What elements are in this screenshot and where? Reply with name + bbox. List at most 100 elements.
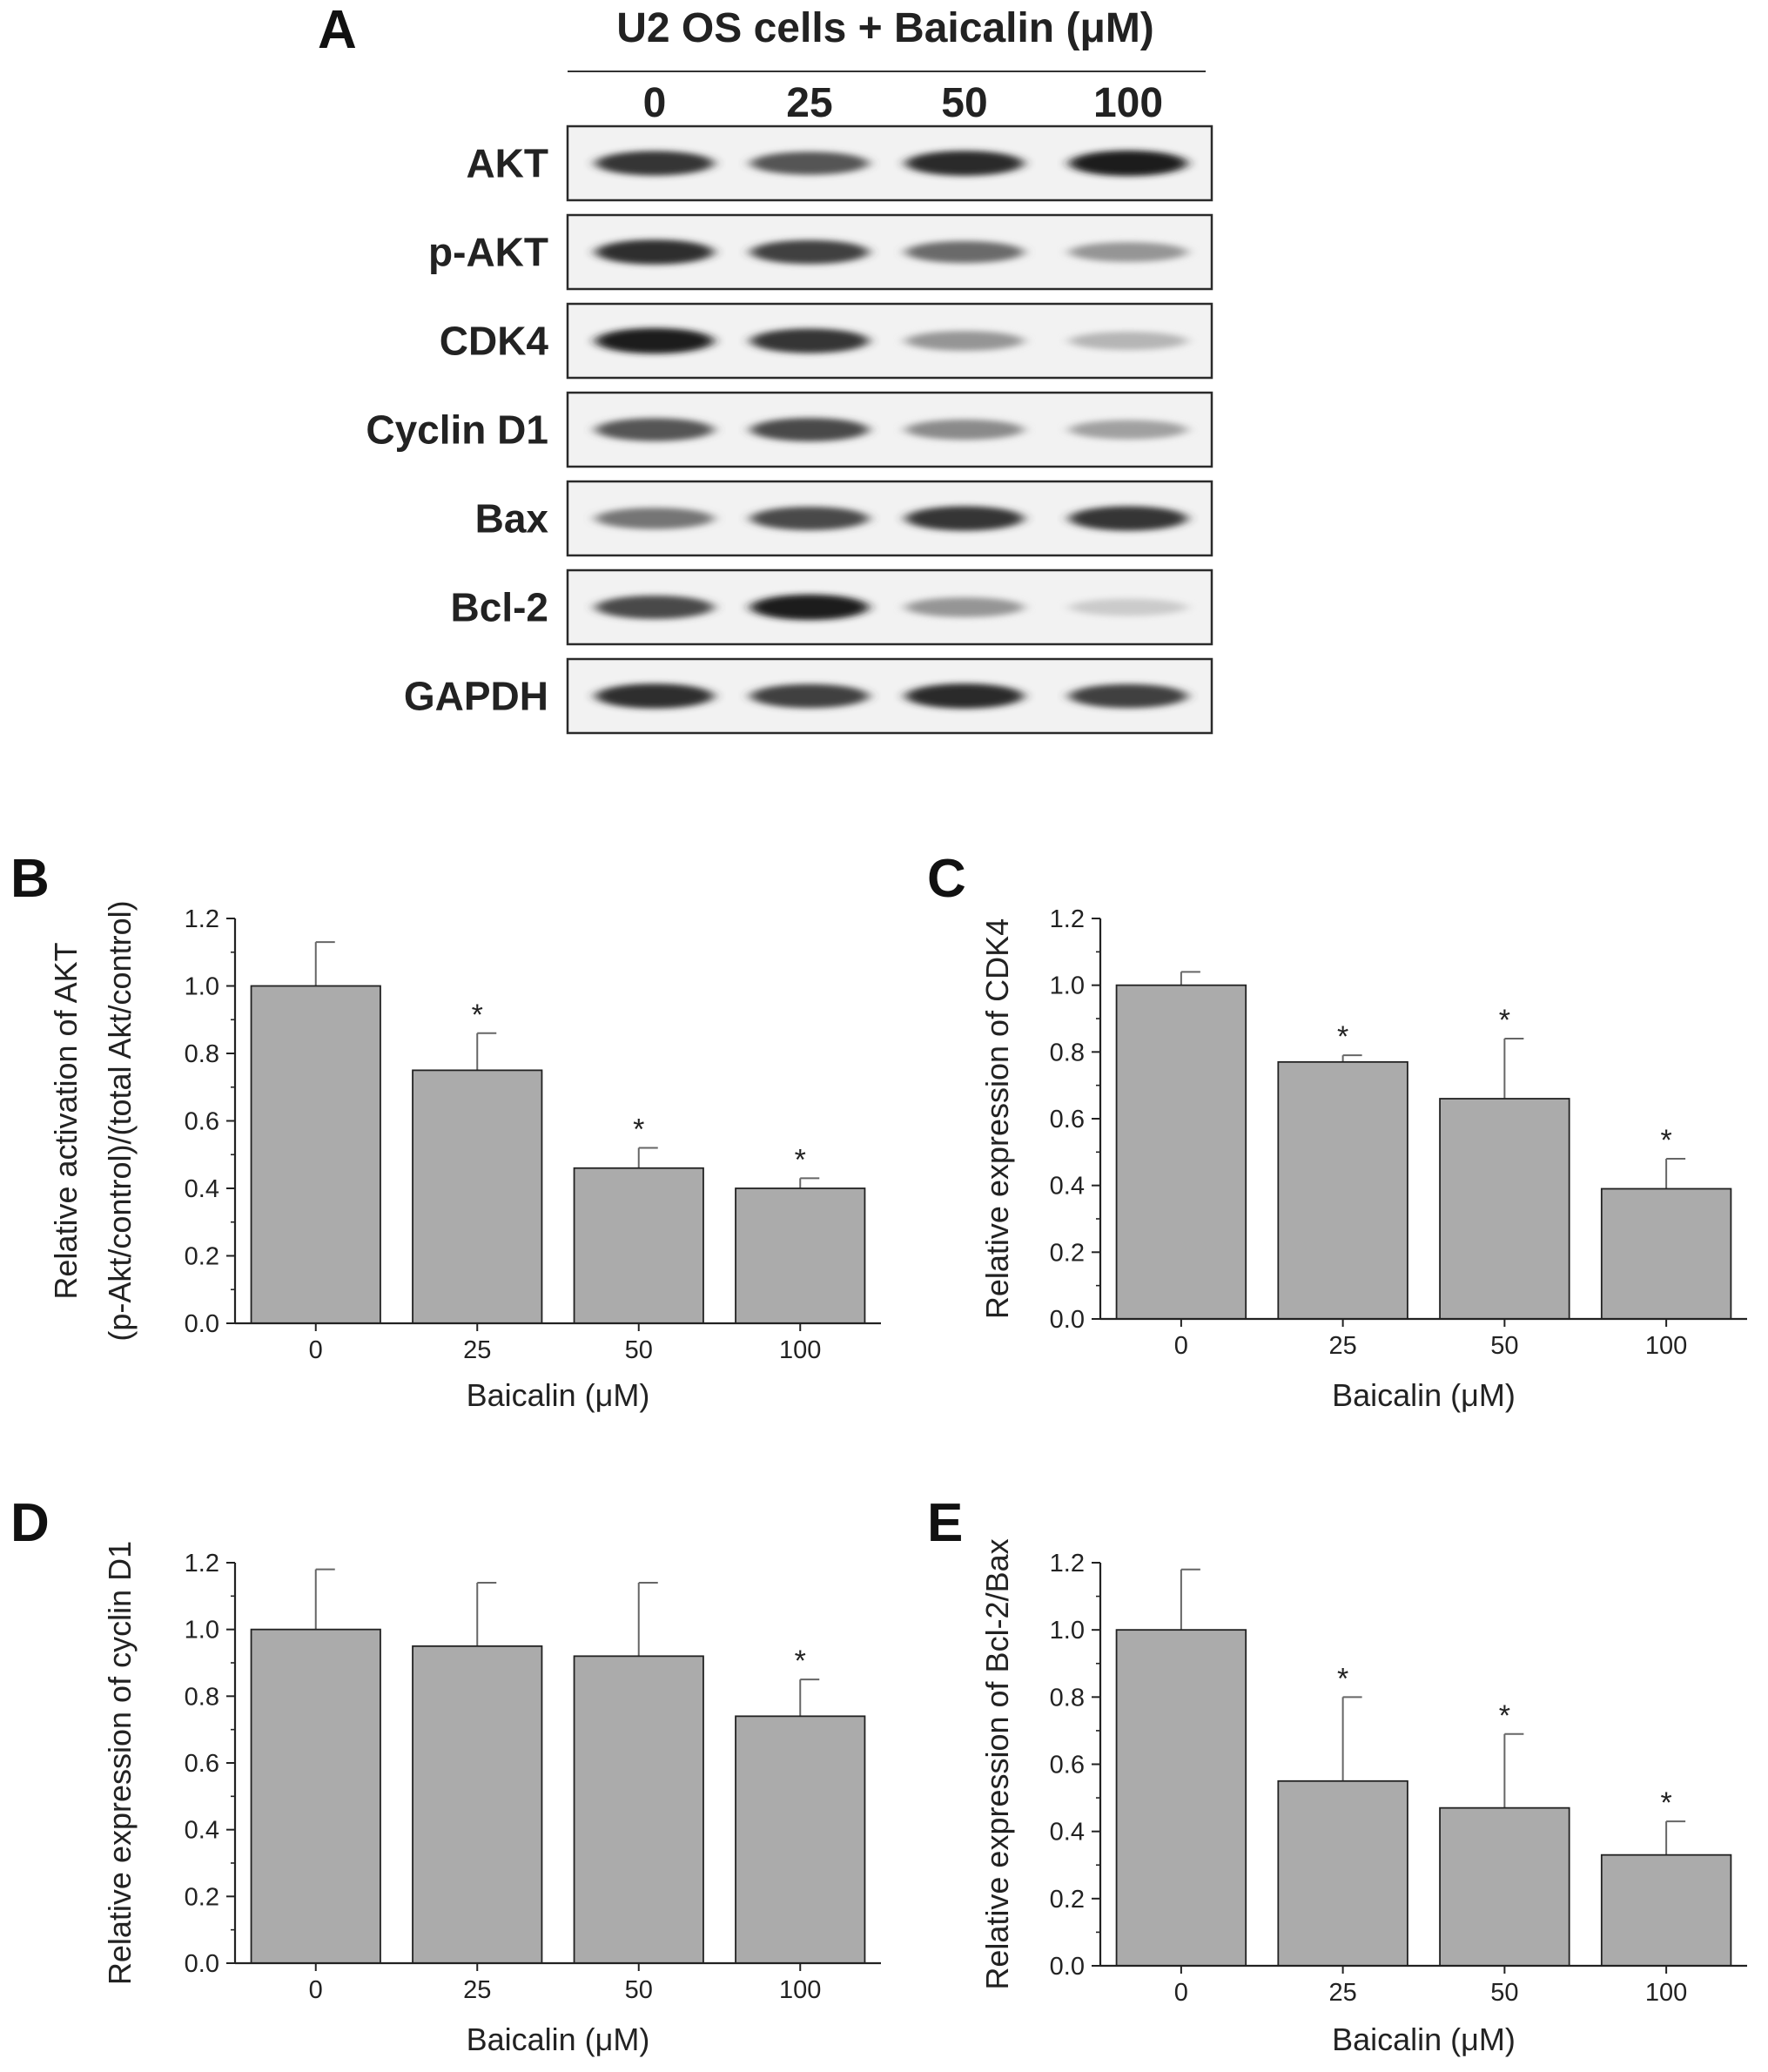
x-tick-label: 25 xyxy=(463,1976,491,2004)
significance-marker: * xyxy=(472,999,483,1032)
blot-band xyxy=(750,328,869,353)
blot-band xyxy=(595,418,714,441)
chart-c: C 0 * 25 * 50 * 100 0.0 0.2 0.4 0.6 0.8 1.0 1.2 Baicali… xyxy=(927,849,1747,1413)
blot-row-akt: AKT xyxy=(466,124,1213,202)
blot-label: Bcl-2 xyxy=(451,585,548,630)
chart-e: E 0 * 25 * 50 * 100 0.0 0.2 0.4 0.6 0.8 1.0 1.2 Baicali… xyxy=(927,1493,1747,2057)
y-tick-label: 0.8 xyxy=(1050,1039,1085,1066)
x-tick-label: 0 xyxy=(309,1976,323,2004)
x-tick-label: 100 xyxy=(1645,1332,1687,1360)
bar xyxy=(1277,1779,1408,1967)
y-axis-title: Relative expression of cyclin D1 xyxy=(102,1541,138,1985)
significance-marker: * xyxy=(795,1143,806,1176)
blot-band xyxy=(595,239,714,265)
blot-header: U2 OS cells + Baicalin (μM) xyxy=(616,5,1154,51)
blot-band xyxy=(750,683,869,709)
bar xyxy=(573,1655,704,1964)
blot-band xyxy=(750,151,869,175)
bar xyxy=(1439,1806,1570,1967)
y-tick-label: 0.6 xyxy=(1050,1106,1085,1134)
y-tick-label: 0.0 xyxy=(1050,1953,1085,1981)
blot-band xyxy=(905,331,1024,351)
y-tick-label: 0.2 xyxy=(1050,1239,1085,1267)
bar xyxy=(735,1715,866,1964)
y-tick-label: 0.0 xyxy=(1050,1306,1085,1334)
y-tick-label: 1.0 xyxy=(1050,972,1085,1000)
x-tick-label: 100 xyxy=(779,1336,821,1364)
x-tick-label: 0 xyxy=(309,1336,323,1364)
bar xyxy=(250,1628,381,1964)
y-tick-label: 0.4 xyxy=(1050,1173,1085,1201)
y-tick-label: 0.2 xyxy=(185,1243,219,1271)
y-tick-label: 1.0 xyxy=(185,1617,219,1645)
y-axis-title: Relative activation of AKT xyxy=(48,942,84,1299)
blot-row-gapdh: GAPDH xyxy=(404,657,1213,735)
significance-marker: * xyxy=(1337,1662,1348,1695)
y-tick-label: 0.2 xyxy=(185,1883,219,1911)
blot-band xyxy=(1069,242,1187,262)
blot-row-bcl-2: Bcl-2 xyxy=(451,568,1213,646)
y-tick-label: 1.2 xyxy=(1050,1550,1085,1578)
blot-band xyxy=(750,507,869,530)
blot-row-p-akt: p-AKT xyxy=(428,213,1213,291)
bar xyxy=(1600,1853,1732,1967)
blot-label: CDK4 xyxy=(440,319,549,364)
bar xyxy=(1439,1098,1570,1320)
y-tick-label: 1.2 xyxy=(185,1550,219,1578)
bar xyxy=(412,1069,543,1324)
bar xyxy=(1115,1629,1247,1967)
panel-letter-c: C xyxy=(927,849,966,909)
blot-band xyxy=(905,419,1024,441)
blot-band xyxy=(905,597,1024,617)
y-tick-label: 0.8 xyxy=(1050,1684,1085,1712)
significance-marker: * xyxy=(1499,1699,1510,1732)
x-tick-label: 50 xyxy=(625,1976,653,2004)
blot-band xyxy=(905,506,1024,531)
blot-band xyxy=(595,151,714,176)
bar xyxy=(1277,1060,1408,1320)
blot-band xyxy=(750,239,869,265)
chart-b: B 0 * 25 * 50 * 100 0.0 0.2 0.4 0.6 0.8 1.0 1.2 Baicali… xyxy=(10,849,881,1413)
x-tick-label: 0 xyxy=(1174,1979,1188,2007)
blot-band xyxy=(750,418,869,441)
blot-band xyxy=(905,683,1024,709)
y-tick-label: 1.0 xyxy=(185,973,219,1001)
blot-label: Cyclin D1 xyxy=(366,407,548,453)
lane-label: 0 xyxy=(643,80,667,126)
y-tick-label: 0.0 xyxy=(185,1310,219,1338)
chart-d: D 0 25 50 * 100 0.0 0.2 0.4 0.6 0.8 1.0 1.2 Baicalin … xyxy=(10,1493,881,2057)
y-tick-label: 1.0 xyxy=(1050,1617,1085,1645)
x-tick-label: 25 xyxy=(1328,1332,1356,1360)
x-tick-label: 25 xyxy=(463,1336,491,1364)
y-tick-label: 0.4 xyxy=(185,1175,219,1203)
blot-rows: AKT p-AKT CDK4 Cyclin D1 Bax Bcl-2 GAPDH xyxy=(366,124,1213,735)
panel-letter-a: A xyxy=(318,0,357,60)
lane-label: 100 xyxy=(1093,80,1163,126)
blot-band xyxy=(905,151,1024,176)
significance-marker: * xyxy=(1661,1786,1672,1820)
blot-band xyxy=(1069,420,1187,440)
bar xyxy=(412,1645,543,1964)
blot-band xyxy=(1069,150,1187,177)
blot-band xyxy=(1069,332,1187,350)
x-axis-title: Baicalin (μM) xyxy=(467,1377,650,1413)
lane-label: 25 xyxy=(786,80,832,126)
bar xyxy=(573,1167,704,1324)
y-tick-label: 0.0 xyxy=(185,1950,219,1978)
blot-band xyxy=(1069,506,1187,531)
bar xyxy=(735,1187,866,1324)
panel-letter-d: D xyxy=(10,1493,50,1553)
y-tick-label: 0.4 xyxy=(1050,1819,1085,1847)
lane-label: 50 xyxy=(941,80,987,126)
x-tick-label: 50 xyxy=(1490,1332,1518,1360)
bar xyxy=(1600,1187,1732,1320)
blot-row-cdk4: CDK4 xyxy=(440,302,1213,380)
blot-band xyxy=(1069,598,1187,616)
x-axis-title: Baicalin (μM) xyxy=(467,2022,650,2057)
y-tick-label: 0.8 xyxy=(185,1683,219,1711)
y-tick-label: 0.8 xyxy=(185,1040,219,1068)
x-tick-label: 100 xyxy=(1645,1979,1687,2007)
panel-letter-b: B xyxy=(10,849,50,909)
x-tick-label: 0 xyxy=(1174,1332,1188,1360)
x-axis-title: Baicalin (μM) xyxy=(1332,1377,1516,1413)
